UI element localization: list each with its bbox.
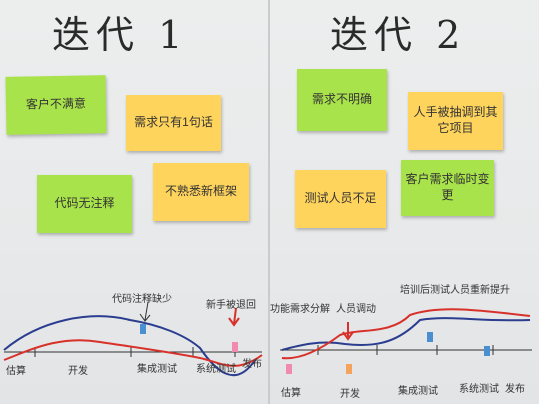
timeline-drawing: [3, 301, 532, 377]
marker: [346, 364, 352, 374]
iteration-2-heading: 迭代 2: [330, 13, 467, 57]
arrow: [342, 322, 354, 341]
sticky-note: 客户需求临时变更: [401, 160, 494, 216]
annotation: 人员调动: [336, 304, 376, 315]
right-red-curve: [281, 308, 531, 360]
iteration-1-heading: 迭代 1: [52, 13, 189, 57]
stage-label: 系统测试: [459, 384, 499, 395]
right-blue-curve: [281, 317, 531, 351]
sticky-note: 需求只有1句话: [126, 95, 221, 151]
stage-label: 发布: [242, 359, 262, 370]
marker: [232, 342, 238, 352]
sticky-note: 测试人员不足: [295, 170, 386, 228]
annotation: 功能需求分解: [270, 304, 330, 315]
stage-label: 发布: [505, 384, 525, 395]
marker: [140, 324, 146, 334]
left-blue-curve: [3, 315, 256, 377]
annotation: 代码注释缺少: [112, 294, 172, 305]
stage-label: 集成测试: [398, 386, 438, 397]
sticky-note: 代码无注释: [37, 175, 132, 233]
annotation: 新手被退回: [206, 300, 256, 311]
stage-label: 开发: [68, 366, 88, 377]
stage-label: 开发: [340, 389, 360, 400]
stage-label: 系统测试: [196, 364, 236, 375]
left-red-curve: [3, 339, 263, 367]
center-divider: [268, 0, 270, 404]
arrow: [139, 301, 151, 322]
stage-label: 集成测试: [137, 364, 177, 375]
marker: [286, 364, 292, 374]
annotation: 培训后测试人员重新提升: [400, 285, 510, 296]
sticky-note: 不熟悉新框架: [153, 163, 249, 221]
marker: [427, 332, 433, 342]
sticky-note: 人手被抽调到其它项目: [408, 92, 503, 150]
stage-label: 估算: [281, 388, 301, 399]
arrow: [228, 307, 240, 327]
sticky-note: 需求不明确: [297, 69, 387, 131]
stage-label: 估算: [6, 366, 26, 377]
marker: [484, 346, 490, 356]
sticky-note: 客户不满意: [5, 75, 107, 135]
